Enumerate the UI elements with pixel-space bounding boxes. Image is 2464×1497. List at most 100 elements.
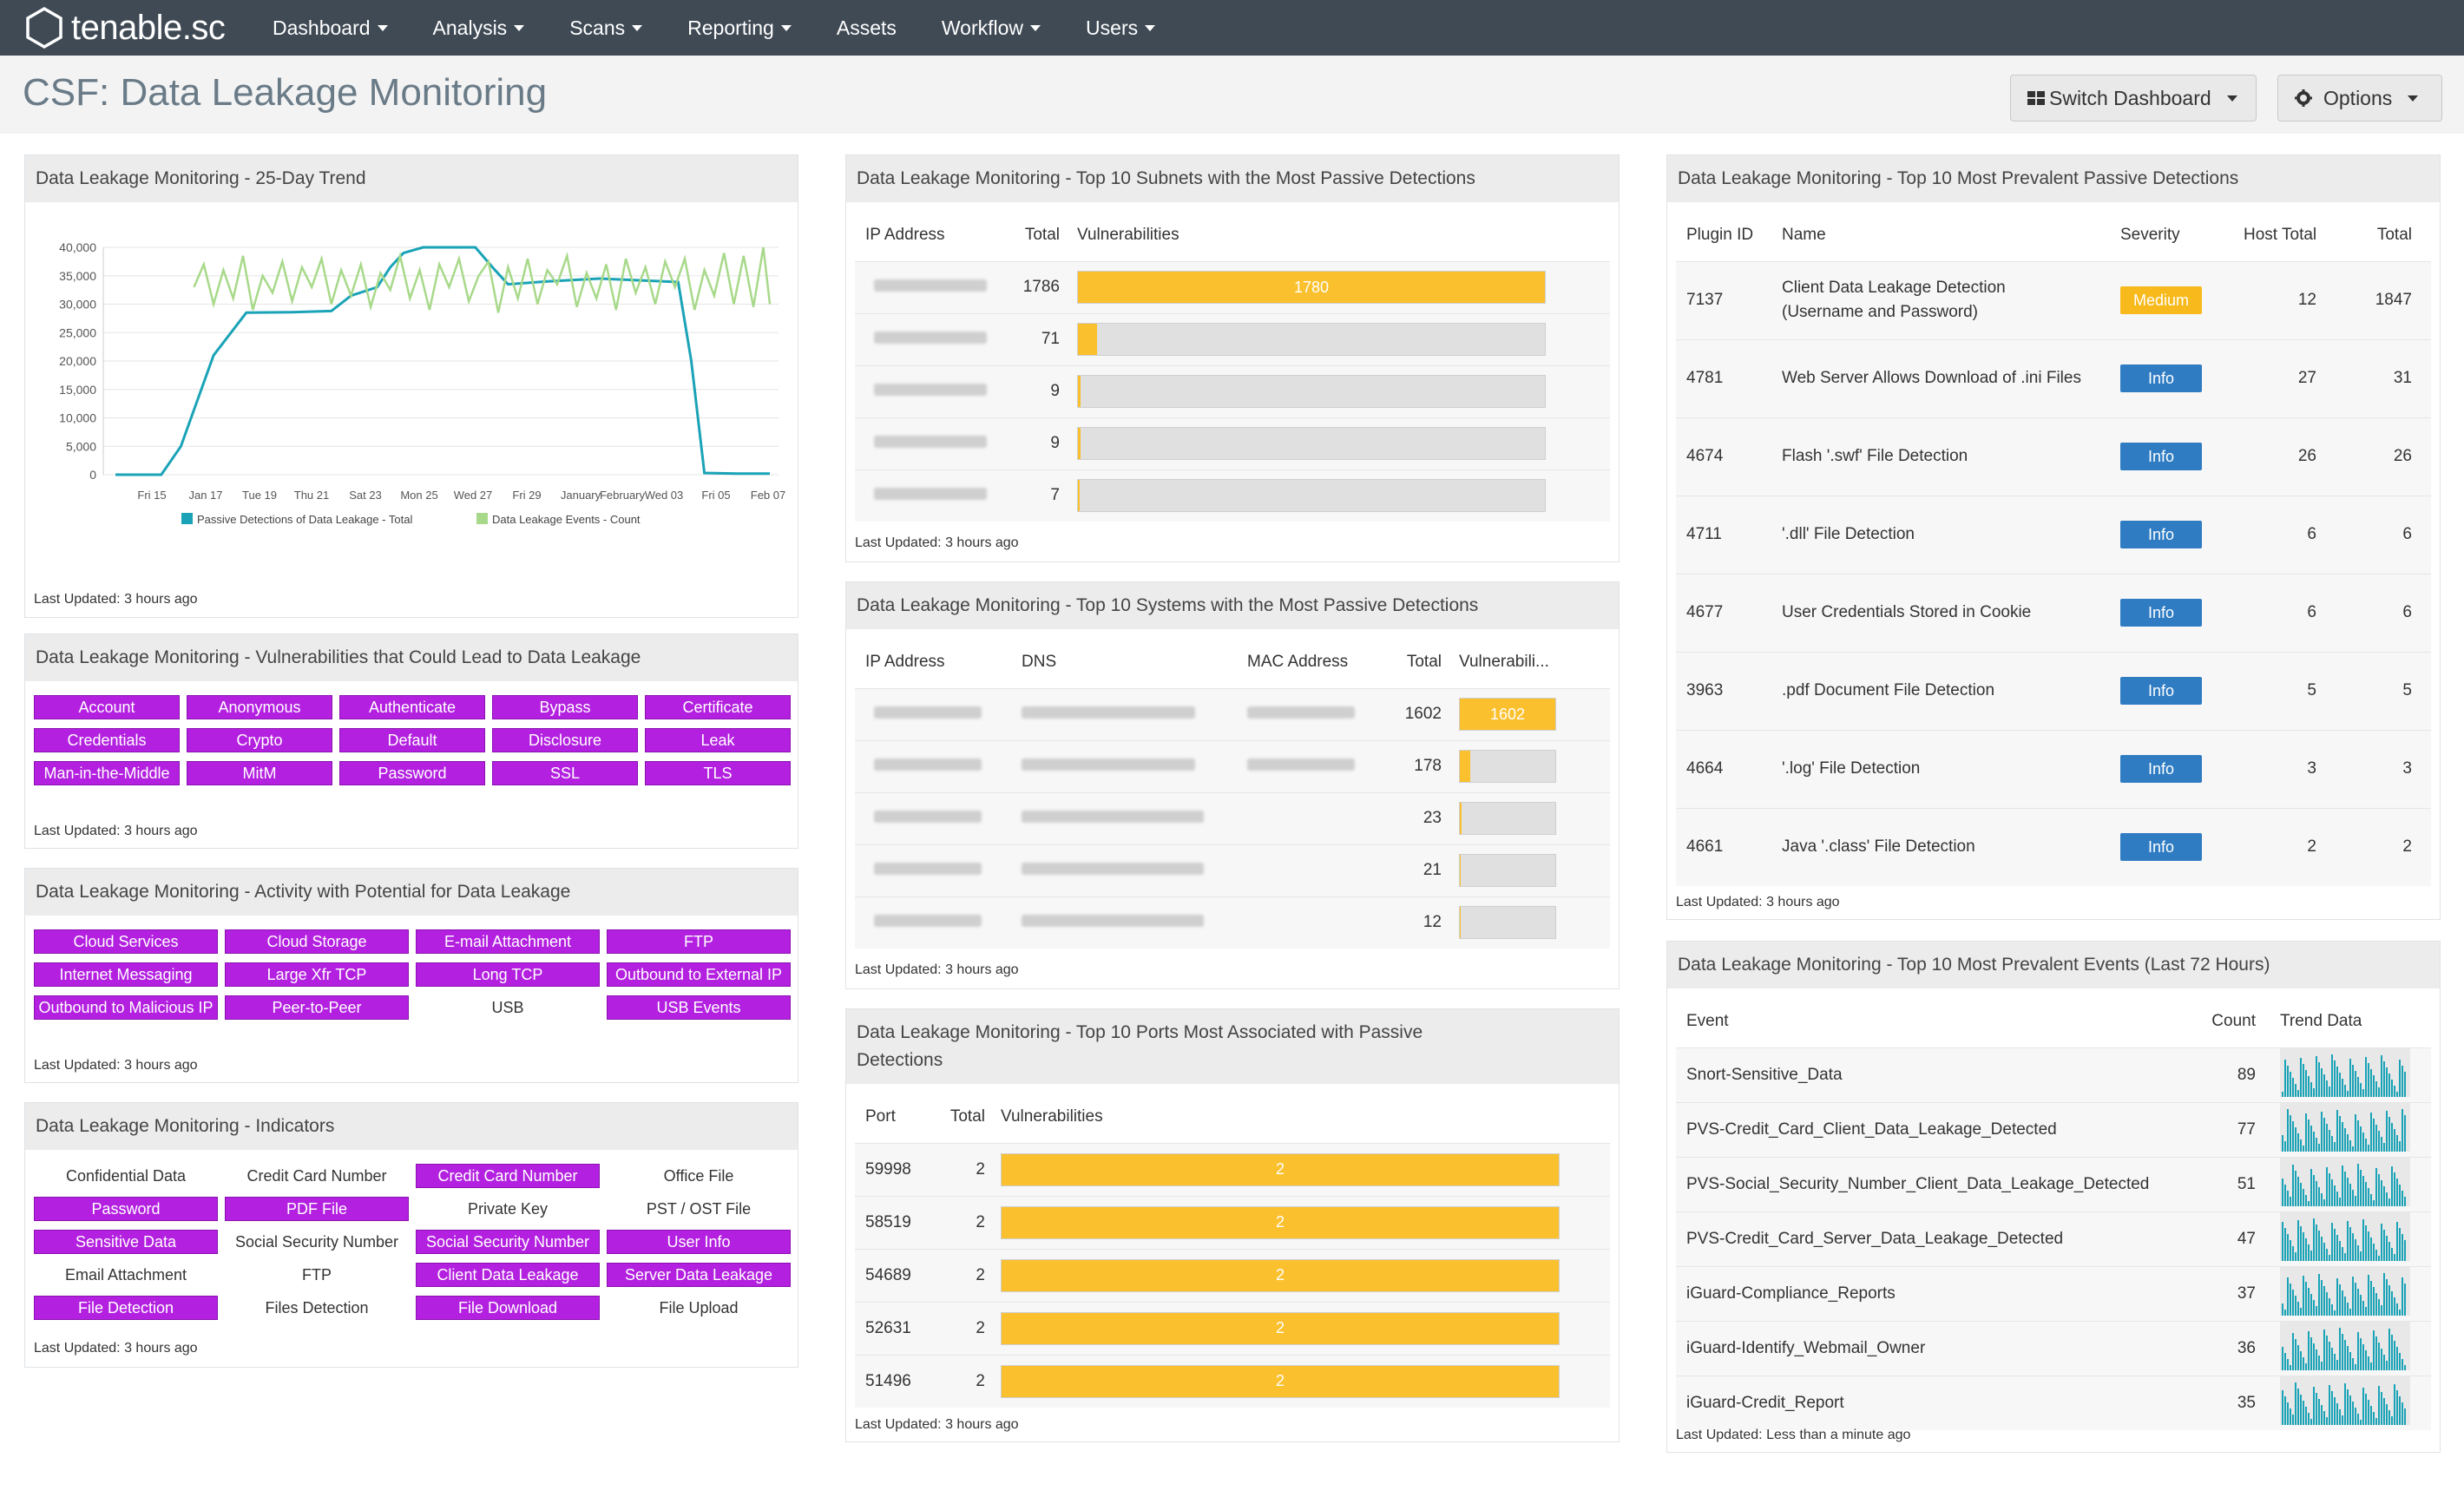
table-row[interactable]: 178	[855, 739, 1610, 792]
table-row[interactable]: 4661 Java '.class' File Detection Info 2 2	[1676, 807, 2431, 886]
matrix-cell[interactable]: Bypass	[492, 695, 638, 719]
nav-item-reporting[interactable]: Reporting	[687, 16, 792, 40]
panel-title: Data Leakage Monitoring - Top 10 Most Pr…	[1667, 942, 2440, 988]
matrix-cell[interactable]: Confidential Data	[34, 1164, 218, 1188]
logo[interactable]: tenable.sc	[21, 4, 241, 51]
total-cell: 26	[2339, 417, 2431, 496]
matrix-cell[interactable]: Office File	[607, 1164, 791, 1188]
table-row[interactable]: iGuard-Identify_Webmail_Owner 36	[1676, 1320, 2431, 1376]
table-row[interactable]: 59998 2 2	[855, 1142, 1610, 1196]
table-row[interactable]: 4674 Flash '.swf' File Detection Info 26 26	[1676, 417, 2431, 496]
table-row[interactable]: 51496 2 2	[855, 1354, 1610, 1408]
matrix-cell[interactable]: Default	[339, 728, 485, 752]
matrix-cell[interactable]: Long TCP	[416, 962, 600, 987]
table-row[interactable]: Snort-Sensitive_Data 89	[1676, 1047, 2431, 1102]
table-row[interactable]: 7137 Client Data Leakage Detection (Usern…	[1676, 260, 2431, 339]
matrix-cell[interactable]: File Detection	[34, 1296, 218, 1320]
matrix-cell[interactable]: FTP	[225, 1263, 409, 1287]
nav-item-analysis[interactable]: Analysis	[433, 16, 525, 40]
table-row[interactable]: PVS-Social_Security_Number_Client_Data_L…	[1676, 1156, 2431, 1211]
spark-bar	[2323, 1242, 2325, 1261]
matrix-cell[interactable]: Credentials	[34, 728, 180, 752]
matrix-cell[interactable]: Crypto	[187, 728, 332, 752]
matrix-cell[interactable]: Anonymous	[187, 695, 332, 719]
table-row[interactable]: 4664 '.log' File Detection Info 3 3	[1676, 729, 2431, 808]
matrix-cell[interactable]: Outbound to External IP	[607, 962, 791, 987]
matrix-cell[interactable]: FTP	[607, 929, 791, 954]
matrix-cell[interactable]: PDF File	[225, 1197, 409, 1221]
matrix-cell[interactable]: Sensitive Data	[34, 1230, 218, 1254]
matrix-cell[interactable]: Server Data Leakage	[607, 1263, 791, 1287]
table-row[interactable]: 9	[855, 364, 1610, 417]
matrix-cell[interactable]: Disclosure	[492, 728, 638, 752]
spark-bar	[2290, 1071, 2291, 1097]
table-row[interactable]: 4677 User Credentials Stored in Cookie Inf…	[1676, 573, 2431, 652]
table-row[interactable]: 1602 1602	[855, 687, 1610, 740]
matrix-cell[interactable]: PST / OST File	[607, 1197, 791, 1221]
brand-name: tenable.sc	[71, 8, 226, 47]
matrix-cell[interactable]: USB	[416, 995, 600, 1020]
matrix-cell[interactable]: Peer-to-Peer	[225, 995, 409, 1020]
table-row[interactable]: 3963 .pdf Document File Detection Info 5 5	[1676, 651, 2431, 730]
table-row[interactable]: 9	[855, 417, 1610, 469]
matrix-cell[interactable]: Credit Card Number	[225, 1164, 409, 1188]
matrix-cell[interactable]: User Info	[607, 1230, 791, 1254]
table-row[interactable]: iGuard-Compliance_Reports 37	[1676, 1265, 2431, 1321]
matrix-cell[interactable]: Internet Messaging	[34, 962, 218, 987]
matrix-cell[interactable]: MitM	[187, 761, 332, 785]
matrix-cell[interactable]: TLS	[645, 761, 791, 785]
matrix-cell[interactable]: Files Detection	[225, 1296, 409, 1320]
table-row[interactable]: 1786 1780	[855, 260, 1610, 313]
table-row[interactable]: 21	[855, 844, 1610, 896]
options-button[interactable]: Options	[2277, 75, 2442, 121]
bar-cell: 2	[1001, 1142, 1610, 1196]
nav-item-scans[interactable]: Scans	[569, 16, 643, 40]
matrix-cell[interactable]: File Download	[416, 1296, 600, 1320]
matrix-cell[interactable]: Password	[34, 1197, 218, 1221]
matrix-cell[interactable]: Outbound to Malicious IP	[34, 995, 218, 1020]
matrix-cell[interactable]: Social Security Number	[416, 1230, 600, 1254]
matrix-cell[interactable]: Private Key	[416, 1197, 600, 1221]
table-row[interactable]: 12	[855, 896, 1610, 949]
table-row[interactable]: 71	[855, 312, 1610, 365]
matrix-cell[interactable]: Client Data Leakage	[416, 1263, 600, 1287]
table-row[interactable]: 7	[855, 469, 1610, 522]
table-row[interactable]: PVS-Credit_Card_Client_Data_Leakage_Dete…	[1676, 1101, 2431, 1157]
spark-bar	[2323, 1117, 2325, 1152]
matrix-cell[interactable]: Certificate	[645, 695, 791, 719]
matrix-cell[interactable]: Leak	[645, 728, 791, 752]
panel-title: Data Leakage Monitoring - Vulnerabilitie…	[25, 634, 798, 681]
host-total-cell: 26	[2244, 417, 2339, 496]
table-row[interactable]: 52631 2 2	[855, 1301, 1610, 1355]
nav-item-assets[interactable]: Assets	[837, 16, 897, 40]
table-row[interactable]: 54689 2 2	[855, 1248, 1610, 1302]
spark-bar	[2378, 1255, 2380, 1261]
table-row[interactable]: 58519 2 2	[855, 1195, 1610, 1249]
table-row[interactable]: 23	[855, 791, 1610, 844]
switch-dashboard-button[interactable]: Switch Dashboard	[2010, 75, 2257, 121]
spark-bar	[2313, 1386, 2315, 1425]
matrix-cell[interactable]: Authenticate	[339, 695, 485, 719]
x-tick-label: Jan 17	[188, 489, 222, 502]
nav-item-dashboard[interactable]: Dashboard	[273, 16, 388, 40]
matrix-cell[interactable]: Man-in-the-Middle	[34, 761, 180, 785]
table-row[interactable]: PVS-Credit_Card_Server_Data_Leakage_Dete…	[1676, 1211, 2431, 1266]
matrix-cell[interactable]: USB Events	[607, 995, 791, 1020]
matrix-cell[interactable]: Credit Card Number	[416, 1164, 600, 1188]
table-row[interactable]: iGuard-Credit_Report 35	[1676, 1375, 2431, 1430]
table-row[interactable]: 4781 Web Server Allows Download of .ini F…	[1676, 338, 2431, 417]
nav-item-workflow[interactable]: Workflow	[942, 16, 1041, 40]
nav-item-users[interactable]: Users	[1086, 16, 1156, 40]
matrix-cell[interactable]: Account	[34, 695, 180, 719]
matrix-cell[interactable]: File Upload	[607, 1296, 791, 1320]
matrix-cell[interactable]: Social Security Number	[225, 1230, 409, 1254]
matrix-cell[interactable]: Email Attachment	[34, 1263, 218, 1287]
matrix-cell[interactable]: SSL	[492, 761, 638, 785]
table-row[interactable]: 4711 '.dll' File Detection Info 6 6	[1676, 495, 2431, 574]
matrix-cell[interactable]: Password	[339, 761, 485, 785]
spark-bar	[2365, 1138, 2367, 1152]
matrix-cell[interactable]: Cloud Storage	[225, 929, 409, 954]
matrix-cell[interactable]: Cloud Services	[34, 929, 218, 954]
matrix-cell[interactable]: E-mail Attachment	[416, 929, 600, 954]
matrix-cell[interactable]: Large Xfr TCP	[225, 962, 409, 987]
